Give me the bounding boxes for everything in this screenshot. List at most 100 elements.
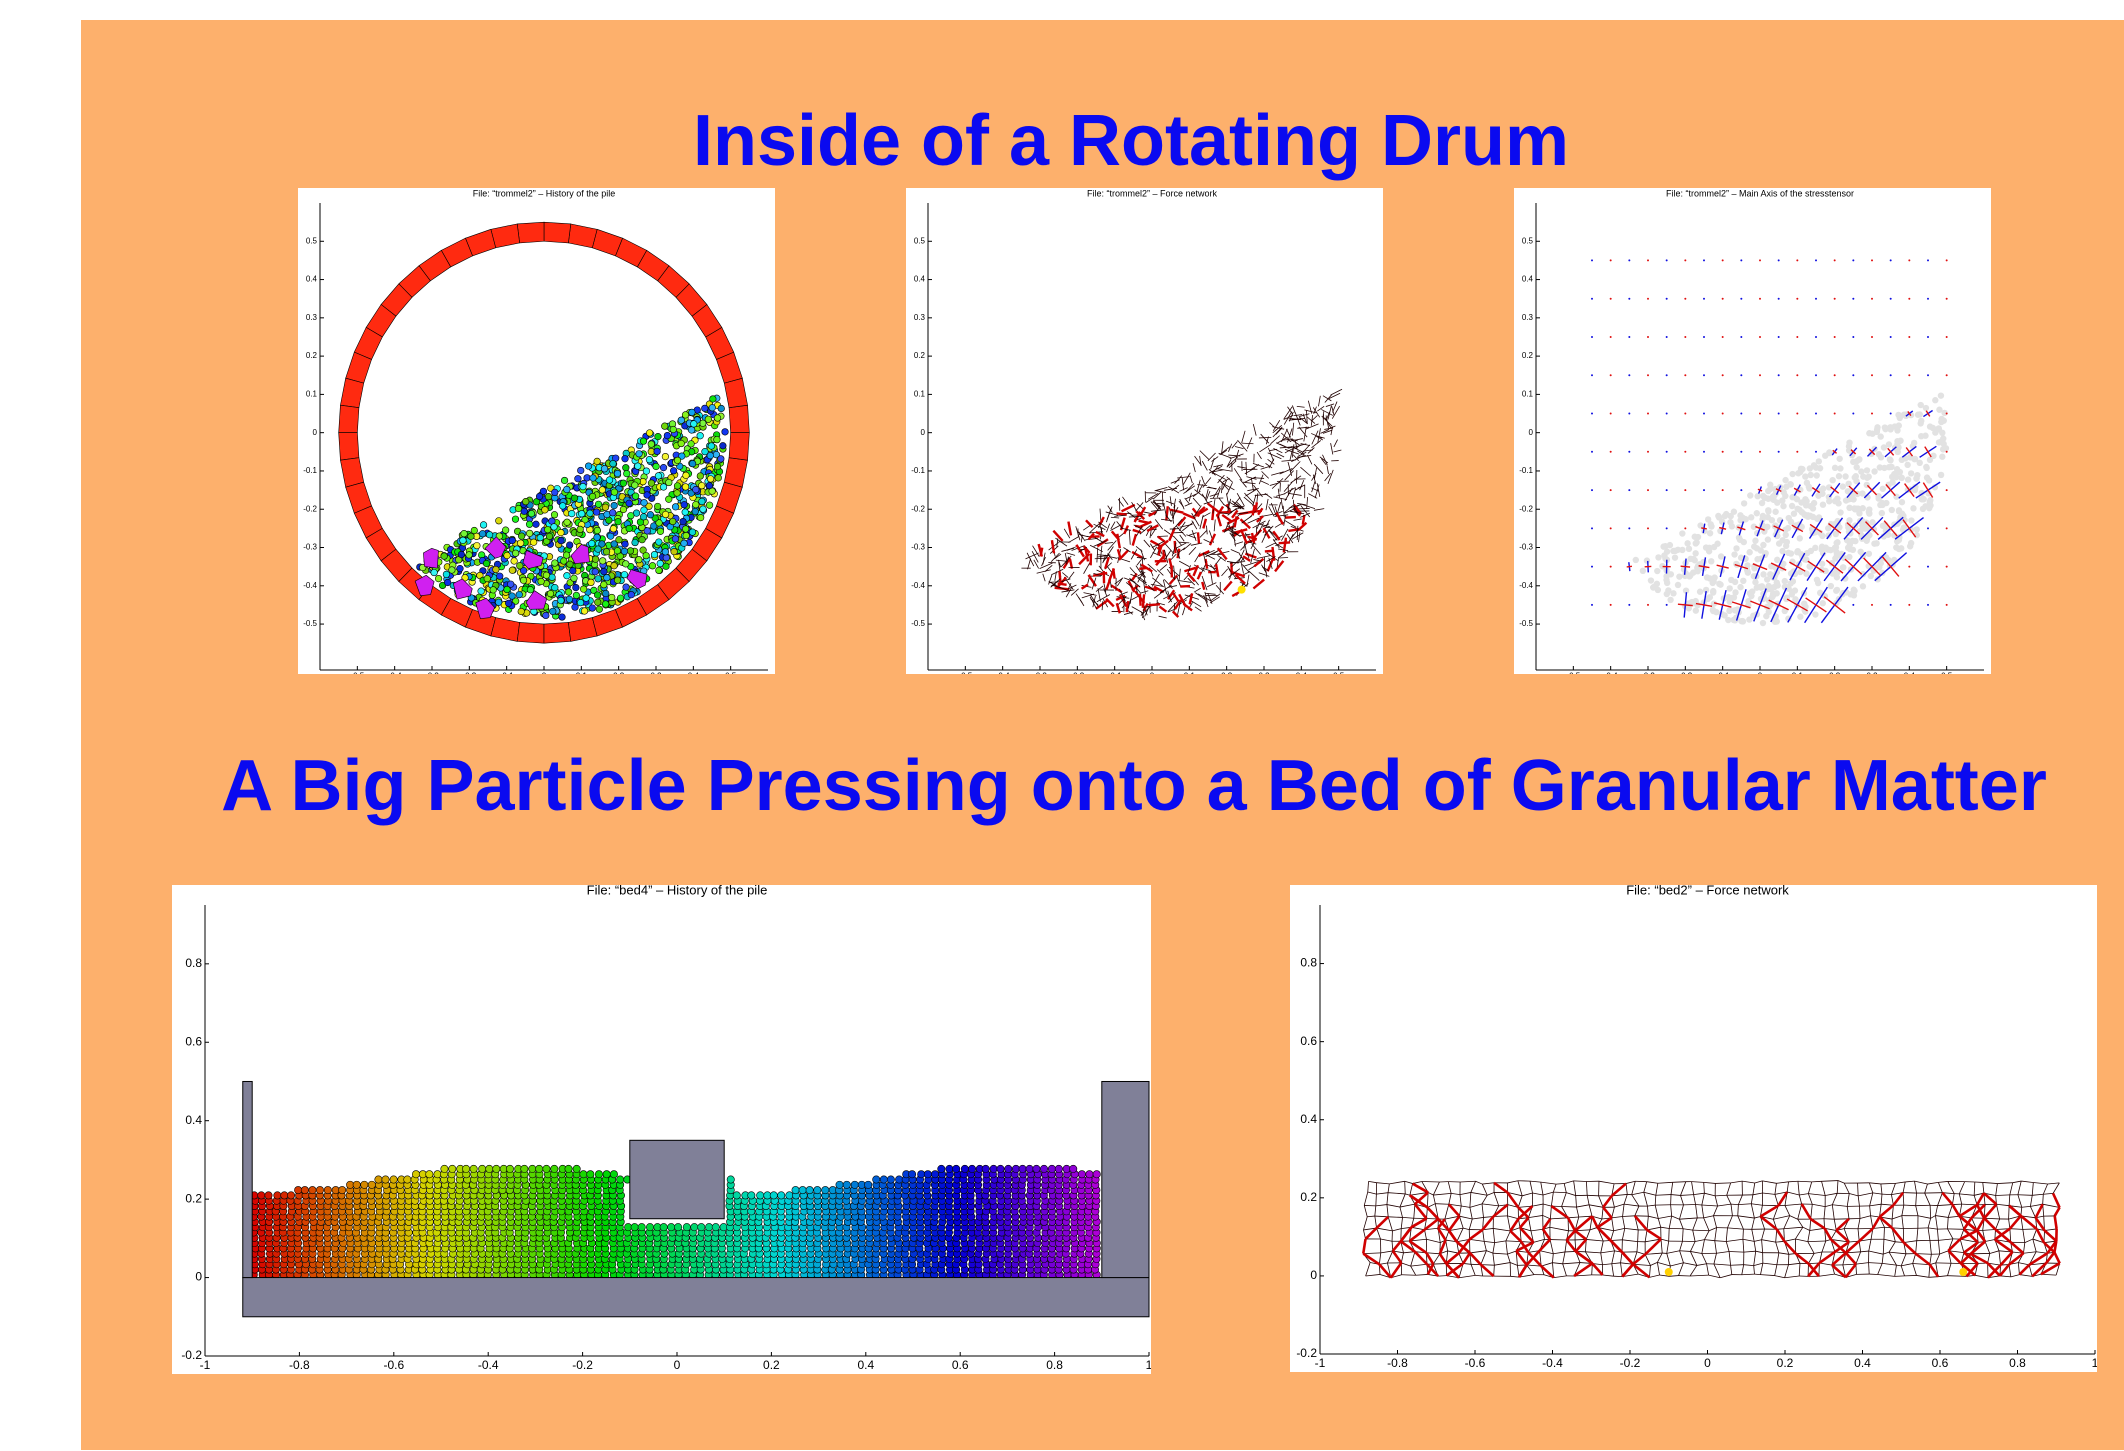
particle bbox=[461, 530, 468, 537]
stress-dot bbox=[1684, 413, 1686, 415]
stress-dot bbox=[1852, 413, 1854, 415]
stroke bbox=[1168, 486, 1179, 493]
grain bbox=[1938, 472, 1944, 478]
grain bbox=[1899, 499, 1905, 505]
stroke bbox=[1279, 552, 1286, 558]
grain bbox=[1860, 583, 1866, 589]
stroke bbox=[1095, 537, 1104, 542]
stroke bbox=[1174, 594, 1179, 602]
stroke bbox=[1056, 560, 1067, 561]
grain bbox=[1819, 533, 1825, 539]
particle bbox=[622, 561, 629, 568]
grain bbox=[1943, 445, 1949, 451]
particle bbox=[441, 553, 448, 560]
grain bbox=[1840, 564, 1846, 570]
grain bbox=[404, 1176, 411, 1183]
stress-dot bbox=[1610, 336, 1612, 338]
grain bbox=[1684, 540, 1690, 546]
grain bbox=[1799, 466, 1805, 472]
grain bbox=[1846, 439, 1852, 445]
y-tick-label: 0.5 bbox=[914, 236, 926, 245]
stroke bbox=[1243, 482, 1255, 484]
stroke bbox=[1299, 417, 1307, 424]
particle bbox=[622, 455, 629, 462]
stroke bbox=[1198, 532, 1199, 543]
grain bbox=[1694, 602, 1700, 608]
stress-dot bbox=[1666, 451, 1668, 453]
stress-dot bbox=[1628, 451, 1630, 453]
particle bbox=[680, 518, 687, 525]
grain bbox=[822, 1186, 829, 1193]
particle bbox=[544, 526, 551, 533]
x-tick-label: 0.4 bbox=[688, 672, 700, 674]
x-tick-label: 0 bbox=[1758, 672, 1763, 674]
particle bbox=[551, 524, 558, 531]
stress-dot bbox=[1815, 374, 1817, 376]
stress-dot bbox=[1927, 336, 1929, 338]
stroke bbox=[1066, 553, 1075, 556]
stroke bbox=[1253, 424, 1256, 436]
stress-dot bbox=[1946, 451, 1948, 453]
stress-dot bbox=[1591, 527, 1593, 529]
grain bbox=[1864, 475, 1870, 481]
particle bbox=[564, 572, 571, 579]
particle bbox=[655, 473, 662, 480]
grain bbox=[1748, 514, 1754, 520]
stroke bbox=[1331, 389, 1342, 395]
particle bbox=[623, 470, 630, 477]
particle bbox=[632, 493, 639, 500]
x-tick-label: -0.3 bbox=[1641, 672, 1655, 674]
stress-dot bbox=[1703, 489, 1705, 491]
particle bbox=[620, 480, 627, 487]
grain bbox=[1731, 551, 1737, 557]
stroke bbox=[1326, 404, 1334, 407]
stress-dot bbox=[1890, 336, 1892, 338]
particle bbox=[550, 608, 557, 615]
grain bbox=[1633, 557, 1639, 563]
grain bbox=[1789, 471, 1795, 477]
grain bbox=[1693, 539, 1699, 545]
particle bbox=[559, 614, 566, 621]
y-tick-label: 0.3 bbox=[914, 313, 926, 322]
grain bbox=[1692, 550, 1698, 556]
slide-title: Inside of a Rotating Drum bbox=[693, 100, 1569, 182]
particle bbox=[588, 579, 595, 586]
particle bbox=[654, 503, 661, 510]
particle bbox=[669, 518, 676, 525]
grain bbox=[1796, 507, 1802, 513]
stroke bbox=[1160, 607, 1167, 612]
stress-dot bbox=[1740, 374, 1742, 376]
stress-dot bbox=[1740, 489, 1742, 491]
particle bbox=[714, 436, 721, 443]
particle bbox=[707, 452, 714, 459]
grain bbox=[1840, 483, 1846, 489]
stroke bbox=[1111, 517, 1119, 518]
stress-dot bbox=[1628, 604, 1630, 606]
particle bbox=[611, 502, 618, 509]
particle bbox=[660, 464, 667, 471]
stroke bbox=[1169, 507, 1171, 515]
stroke bbox=[1159, 616, 1167, 618]
stress-dot bbox=[1946, 527, 1948, 529]
stroke bbox=[1226, 493, 1228, 505]
x-tick-label: -0.2 bbox=[1070, 672, 1084, 674]
grain bbox=[1758, 547, 1764, 553]
stress-dot bbox=[1740, 413, 1742, 415]
grain bbox=[1876, 451, 1882, 457]
stroke bbox=[1068, 522, 1071, 536]
stroke bbox=[1058, 583, 1067, 584]
y-tick-label: -0.1 bbox=[1519, 466, 1533, 475]
particle bbox=[515, 505, 522, 512]
drum-segment bbox=[517, 622, 544, 643]
stress-dot bbox=[1908, 298, 1910, 300]
stroke bbox=[1325, 395, 1332, 403]
grain bbox=[1852, 538, 1858, 544]
particle bbox=[509, 567, 516, 574]
stress-dot bbox=[1647, 413, 1649, 415]
y-tick-label: -0.2 bbox=[1519, 504, 1533, 513]
particle bbox=[533, 521, 540, 528]
stress-dot bbox=[1722, 259, 1724, 261]
stress-dot bbox=[1684, 259, 1686, 261]
stroke bbox=[1166, 506, 1168, 520]
stroke bbox=[1199, 484, 1203, 491]
